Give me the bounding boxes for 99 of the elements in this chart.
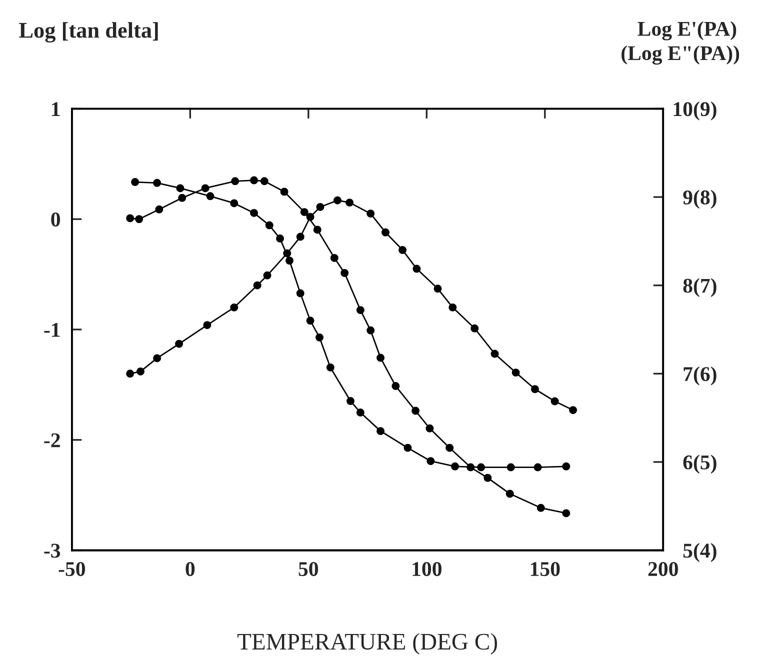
point xyxy=(313,226,322,234)
point xyxy=(356,306,364,314)
point xyxy=(550,397,559,406)
point xyxy=(265,221,274,230)
point xyxy=(316,333,324,342)
point xyxy=(506,490,514,498)
point xyxy=(280,188,288,196)
y2-tick-label: 10 xyxy=(674,102,692,116)
x-tick-label: 50 xyxy=(298,562,318,576)
point xyxy=(126,370,134,378)
point xyxy=(230,303,238,312)
point xyxy=(376,427,385,436)
point xyxy=(412,406,420,415)
point xyxy=(153,178,162,187)
point xyxy=(250,208,258,217)
point xyxy=(376,354,385,362)
y2-tick-label: 7 xyxy=(684,367,692,381)
point xyxy=(412,264,421,273)
point xyxy=(434,284,442,293)
point xyxy=(404,444,412,452)
y-tick-label: -3 xyxy=(44,544,60,558)
point xyxy=(466,463,475,472)
point xyxy=(131,178,140,186)
point xyxy=(263,271,272,280)
point xyxy=(477,463,486,472)
y-tick-label: 0 xyxy=(51,212,60,227)
y2-tick-label: 8 xyxy=(683,278,692,293)
point xyxy=(340,269,349,277)
point xyxy=(176,184,184,192)
y-axis-title: Log [tan delta] xyxy=(19,22,158,42)
point xyxy=(366,210,375,218)
point xyxy=(201,184,210,192)
point xyxy=(135,215,144,224)
y3-tick-label: (6) xyxy=(694,366,716,386)
point xyxy=(260,177,268,186)
y3-tick-label: (9) xyxy=(694,102,716,120)
point xyxy=(326,363,334,372)
y-tick-label: 1 xyxy=(52,102,60,116)
point xyxy=(330,254,338,262)
y3-tick-label: (4) xyxy=(694,543,716,562)
point xyxy=(484,474,492,482)
y2-axis-title: Log E'(PA) xyxy=(638,21,736,40)
point xyxy=(382,228,390,236)
point xyxy=(530,385,539,394)
point xyxy=(296,232,304,241)
x-tick-label: 150 xyxy=(530,562,560,576)
point xyxy=(253,281,262,290)
point xyxy=(534,463,542,472)
point xyxy=(231,177,240,186)
point xyxy=(346,198,354,207)
point xyxy=(153,354,162,362)
point xyxy=(203,321,212,330)
point xyxy=(230,199,238,208)
x-tick-label: 100 xyxy=(412,562,442,576)
x-tick-label: -50 xyxy=(58,562,86,576)
y-tick-label: -2 xyxy=(44,433,60,448)
point xyxy=(356,408,364,417)
point xyxy=(334,196,342,204)
x-tick-label: 200 xyxy=(648,562,678,576)
point xyxy=(536,504,545,512)
point xyxy=(426,424,434,432)
point xyxy=(398,246,407,254)
y2-tick-label: 6 xyxy=(683,455,692,470)
point xyxy=(562,462,570,470)
point xyxy=(296,289,304,298)
point xyxy=(316,202,324,211)
point xyxy=(451,462,460,470)
point xyxy=(562,509,570,518)
point xyxy=(300,208,308,216)
point xyxy=(206,192,214,200)
point xyxy=(426,457,435,466)
point xyxy=(276,234,284,243)
point xyxy=(285,256,294,265)
point xyxy=(506,463,515,472)
point xyxy=(250,176,258,184)
point xyxy=(448,303,457,312)
y-tick-label: -1 xyxy=(44,322,60,337)
y2-tick-label: 5 xyxy=(683,544,692,558)
point xyxy=(512,368,520,377)
x-tick-label: 0 xyxy=(186,562,195,576)
point xyxy=(178,194,186,202)
point xyxy=(346,397,354,406)
x-axis-title: TEMPERATURE (DEG C) xyxy=(237,633,497,654)
point xyxy=(175,340,184,348)
point xyxy=(136,367,144,376)
point xyxy=(366,326,375,334)
point xyxy=(470,324,479,332)
point xyxy=(446,444,454,452)
point xyxy=(490,350,499,358)
y3-tick-label: (5) xyxy=(694,454,716,474)
y3-tick-label: (8) xyxy=(694,190,716,209)
y2-tick-label: 9 xyxy=(683,190,692,204)
y3-tick-label: (7) xyxy=(694,278,716,298)
point xyxy=(392,382,400,390)
y3-axis-title: (Log E"(PA)) xyxy=(622,46,740,65)
point xyxy=(306,316,314,325)
point xyxy=(155,205,164,214)
point xyxy=(126,214,134,222)
point xyxy=(569,406,578,414)
